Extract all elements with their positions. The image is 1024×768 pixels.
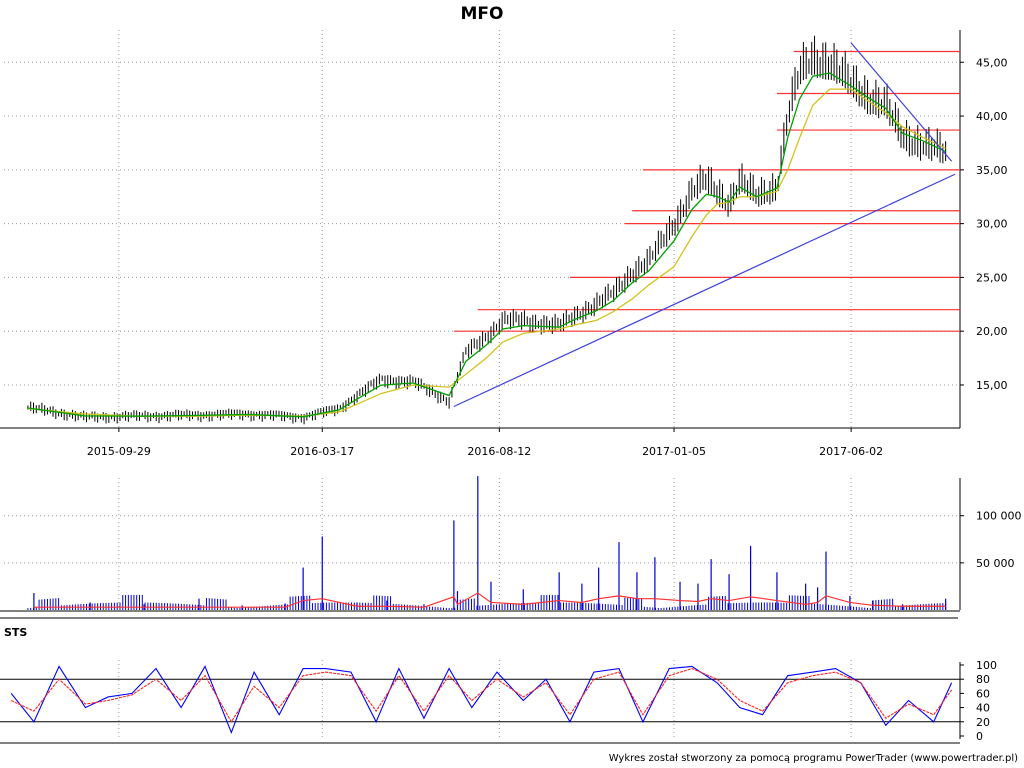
sts-y-label: 100 — [976, 659, 997, 672]
ma-fast-line — [27, 72, 946, 418]
sts-series-line — [10, 667, 953, 723]
price-y-label: 20,00 — [976, 325, 1008, 338]
volume-y-label: 100 000 — [976, 510, 1022, 523]
x-tick-label: 2015-09-29 — [87, 445, 151, 458]
x-tick-label: 2016-03-17 — [290, 445, 354, 458]
price-y-label: 30,00 — [976, 218, 1008, 231]
volume-average-line — [33, 592, 946, 608]
x-tick-label: 2016-08-12 — [467, 445, 531, 458]
trend-line — [453, 173, 956, 408]
sts-y-label: 60 — [976, 687, 990, 700]
price-panel: 2015-09-29 2016-03-17 2016-08-12 2017-01-05… — [0, 30, 1008, 740]
price-y-label: 25,00 — [976, 271, 1008, 284]
sts-y-label: 80 — [976, 673, 990, 686]
volume-y-label: 50 000 — [976, 557, 1015, 570]
price-y-label: 45,00 — [976, 56, 1008, 69]
sts-y-label: 40 — [976, 702, 990, 715]
x-tick-label: 2017-01-05 — [642, 445, 706, 458]
price-y-label: 35,00 — [976, 164, 1008, 177]
price-y-label: 40,00 — [976, 110, 1008, 123]
ma-slow-line — [27, 88, 946, 417]
x-tick-label: 2017-06-02 — [819, 445, 883, 458]
chart-title: MFO — [461, 4, 504, 24]
volume-panel: 50 000 100 000 — [0, 476, 1022, 619]
footer-credit: Wykres został stworzony za pomocą progra… — [609, 753, 1018, 764]
trend-line — [850, 42, 953, 162]
price-y-label: 15,00 — [976, 379, 1008, 392]
sts-label: STS — [4, 626, 27, 639]
sts-y-label: 0 — [976, 730, 983, 743]
sts-y-label: 20 — [976, 716, 990, 729]
